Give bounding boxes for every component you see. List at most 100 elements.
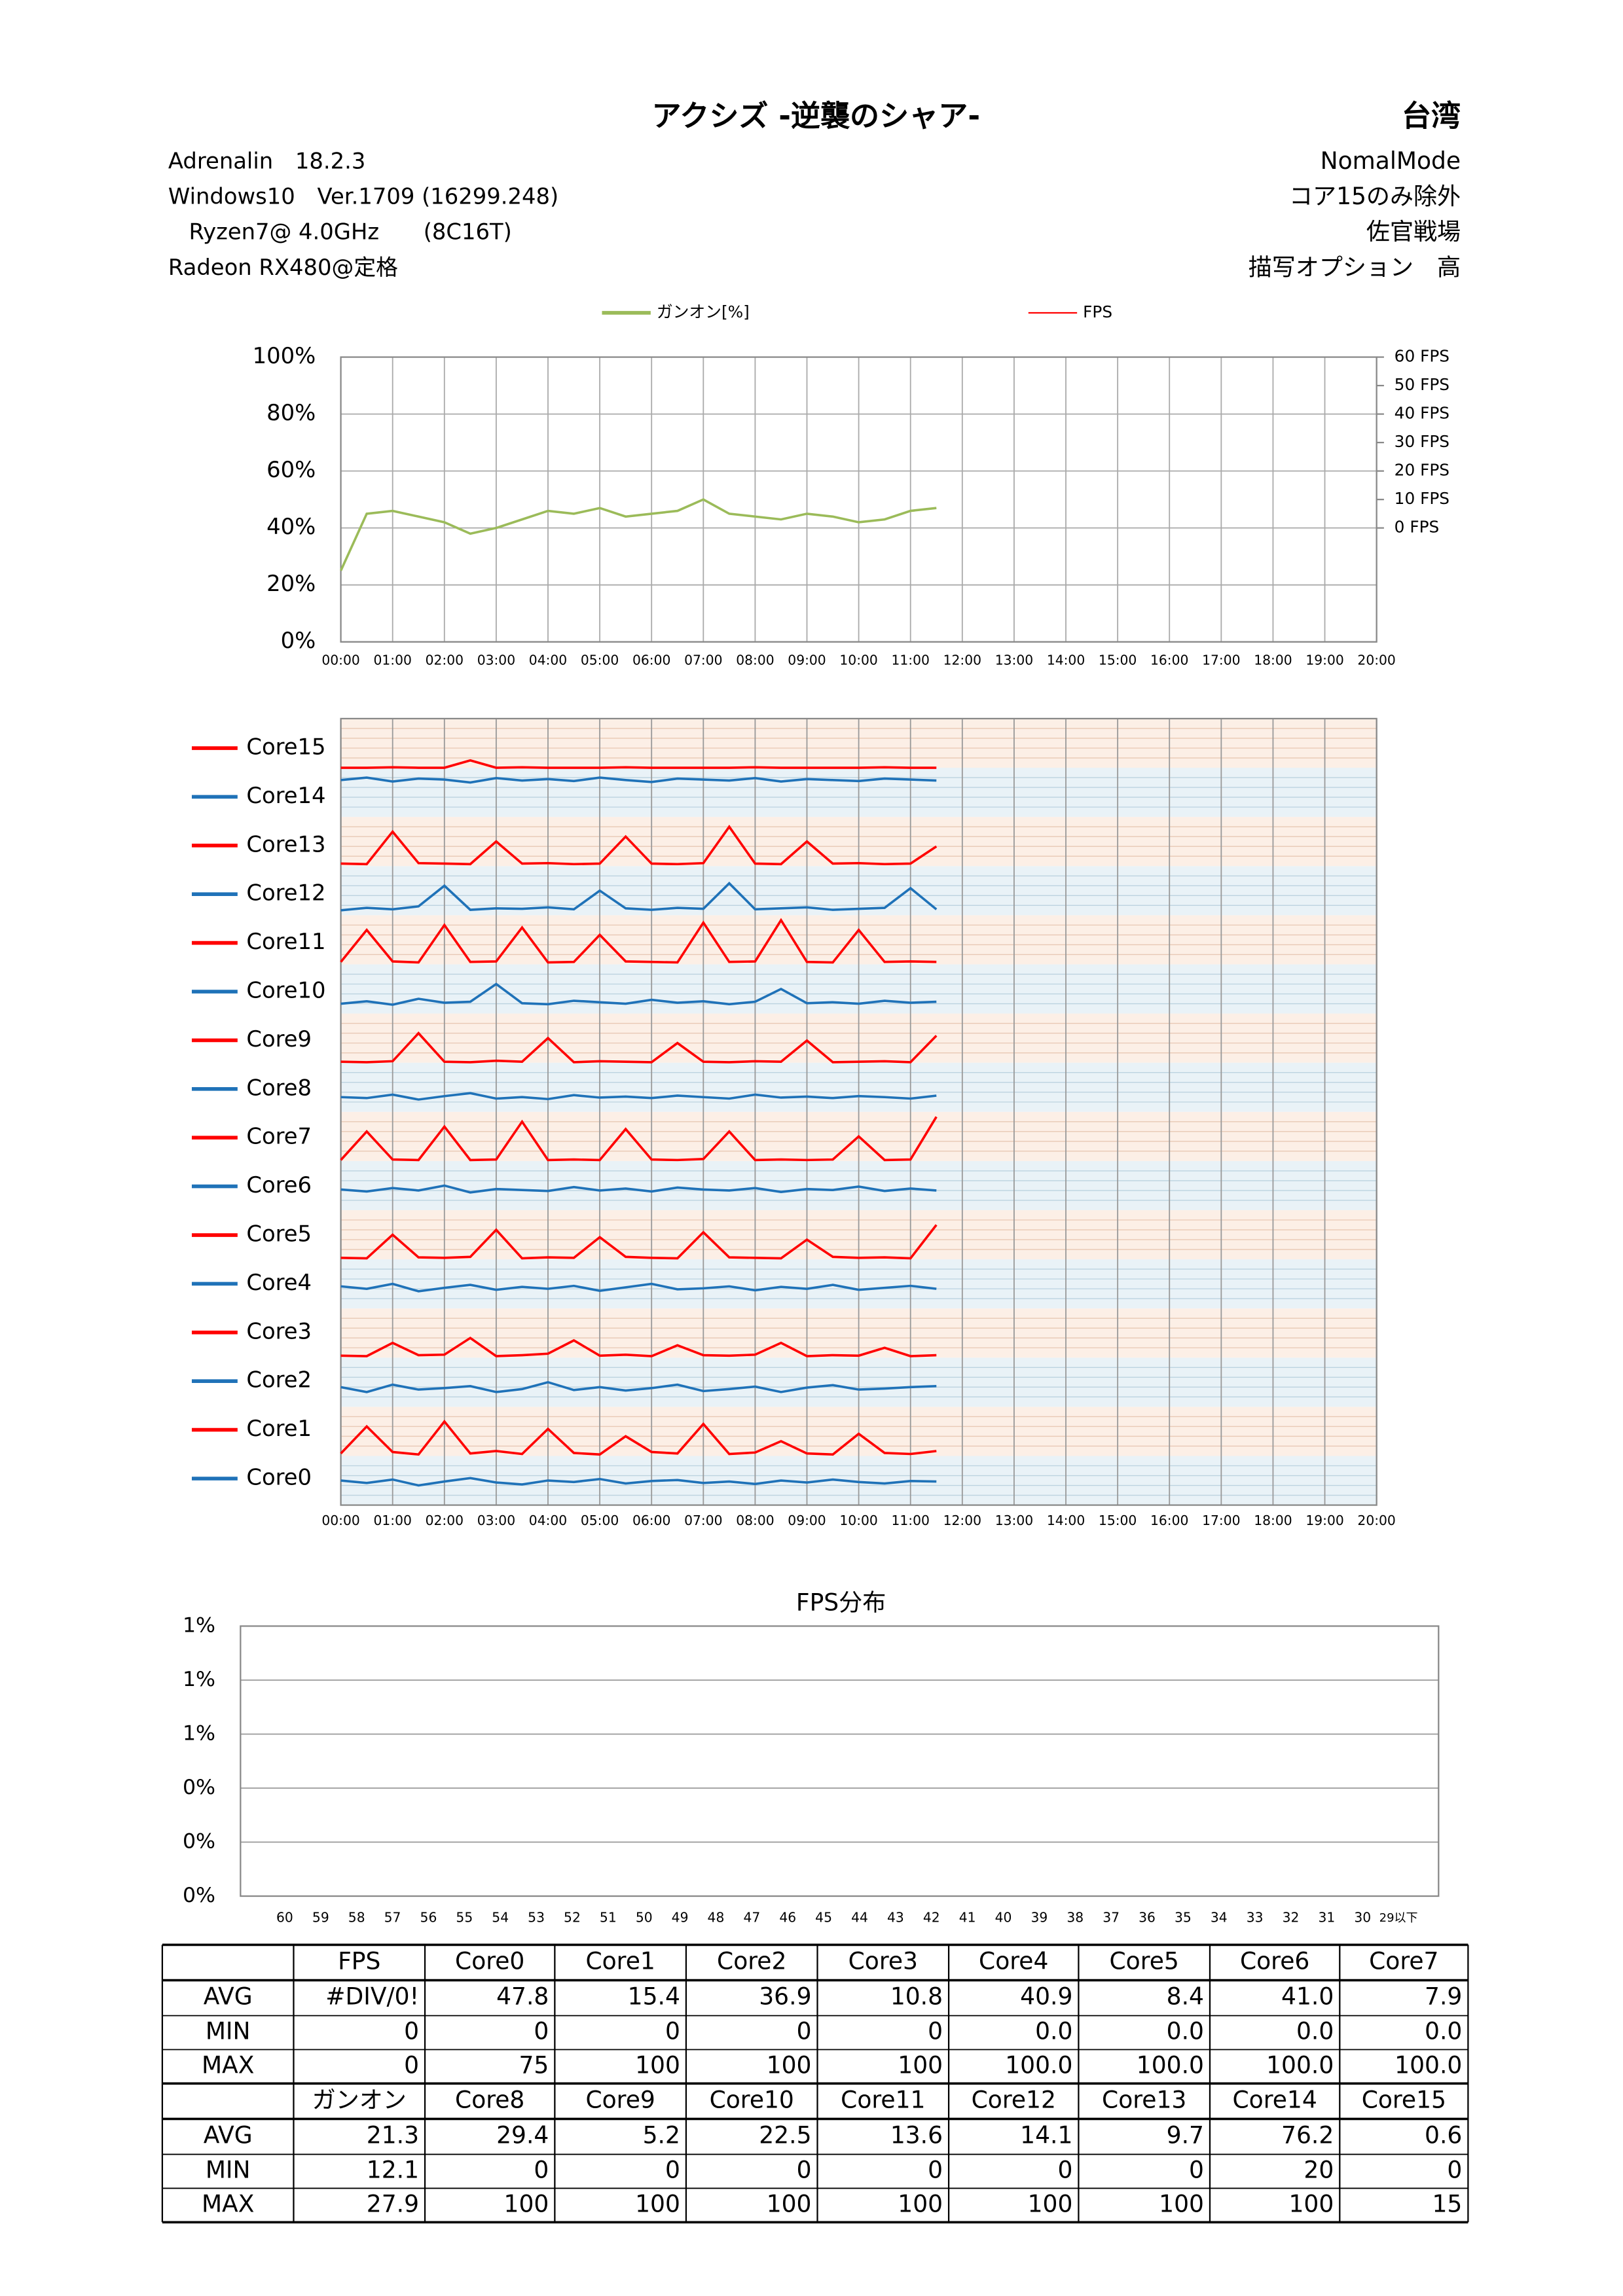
- series-line: [340, 1477, 937, 1487]
- table-cell: 29.4: [496, 2122, 549, 2149]
- column-header: Core6: [1240, 1947, 1309, 1975]
- table-cell: 40.9: [1020, 1983, 1072, 2011]
- x-tick-label: 49: [672, 1909, 689, 1925]
- series-line: [340, 1031, 938, 1064]
- table-cell: 100: [767, 2051, 812, 2079]
- column-header: Core7: [1369, 1947, 1438, 1975]
- series-line: [340, 1224, 938, 1260]
- table-cell: 27.9: [367, 2190, 419, 2217]
- table-cell: 5.2: [643, 2122, 680, 2149]
- x-tick-label: 03:00: [477, 653, 515, 668]
- row-label: MAX: [202, 2051, 254, 2079]
- column-header: Core10: [710, 2086, 794, 2113]
- x-tick-label: 02:00: [426, 1513, 464, 1528]
- x-tick-label: 59: [312, 1909, 329, 1925]
- table-cell: 15: [1432, 2190, 1462, 2217]
- table-cell: 100: [898, 2051, 943, 2079]
- x-tick-label: 00:00: [321, 653, 359, 668]
- series-line: [340, 881, 938, 912]
- series-line: [340, 825, 938, 866]
- legend-label: Core9: [246, 1026, 312, 1052]
- x-tick-label: 14:00: [1047, 1513, 1085, 1528]
- legend-label: Core10: [246, 978, 325, 1003]
- x-tick-label: 58: [348, 1909, 365, 1925]
- x-tick-label: 52: [564, 1909, 581, 1925]
- row-label: MAX: [202, 2190, 254, 2217]
- series-line: [339, 498, 937, 571]
- table-cell: 100: [767, 2190, 812, 2217]
- row-label: MIN: [206, 2018, 251, 2045]
- table-cell: 8.4: [1167, 1983, 1204, 2011]
- table-cell: 0: [797, 2156, 812, 2183]
- table-cell: 100.0: [1137, 2051, 1204, 2079]
- legend-label: Core13: [246, 831, 325, 857]
- x-tick-label: 40: [995, 1909, 1012, 1925]
- x-tick-label: 19:00: [1305, 653, 1343, 668]
- x-tick-label: 05:00: [581, 653, 619, 668]
- table-cell: 100: [1288, 2190, 1334, 2217]
- x-tick-label: 15:00: [1099, 1513, 1137, 1528]
- table-cell: 100: [504, 2190, 549, 2217]
- x-tick-label: 18:00: [1254, 1513, 1292, 1528]
- x-tick-label: 55: [456, 1909, 473, 1925]
- x-tick-label: 06:00: [632, 653, 670, 668]
- x-tick-label: 09:00: [788, 653, 826, 668]
- series-line: [340, 982, 937, 1006]
- legend-label: Core0: [246, 1465, 312, 1490]
- x-tick-label: 13:00: [995, 653, 1033, 668]
- y-tick-label: 60%: [266, 457, 316, 482]
- x-tick-label: 30: [1354, 1909, 1371, 1925]
- column-header: Core15: [1362, 2086, 1446, 2113]
- table-cell: 20: [1304, 2156, 1334, 2183]
- table-cell: 100: [1028, 2190, 1073, 2217]
- table-cell: 76.2: [1281, 2122, 1334, 2149]
- table-cell: 0: [534, 2018, 549, 2045]
- table-cell: 7.9: [1425, 1983, 1462, 2011]
- row-label: AVG: [204, 1983, 253, 2011]
- spec-line: Adrenalin 18.2.3: [168, 148, 366, 173]
- legend-label: Core2: [246, 1367, 312, 1393]
- table-cell: 0: [928, 2018, 943, 2045]
- table-cell: 47.8: [496, 1983, 549, 2011]
- x-tick-label: 53: [528, 1909, 545, 1925]
- x-tick-label: 10:00: [839, 1513, 877, 1528]
- series-line: [340, 1380, 937, 1393]
- x-tick-label: 29以下: [1379, 1911, 1418, 1925]
- x-tick-label: 20:00: [1357, 653, 1395, 668]
- table-cell: 75: [519, 2051, 549, 2079]
- x-tick-label: 45: [815, 1909, 832, 1925]
- x-tick-label: 51: [600, 1909, 617, 1925]
- legend-label: Core3: [246, 1318, 312, 1344]
- x-tick-label: 02:00: [426, 653, 464, 668]
- x-tick-label: 14:00: [1047, 653, 1085, 668]
- spec-line: Ryzen7@ 4.0GHz (8C16T): [189, 219, 511, 245]
- spec-line: Windows10 Ver.1709 (16299.248): [168, 184, 558, 209]
- y2-tick-label: 10 FPS: [1395, 489, 1450, 508]
- y-tick-label: 20%: [266, 571, 316, 596]
- x-tick-label: 17:00: [1202, 1513, 1240, 1528]
- table-cell: 0: [1189, 2156, 1204, 2183]
- legend-label: Core7: [246, 1124, 312, 1149]
- plot-frame: [340, 717, 1377, 1506]
- table-cell: 100: [898, 2190, 943, 2217]
- series-line: [340, 918, 937, 964]
- table-cell: 36.9: [759, 1983, 811, 2011]
- column-header: FPS: [338, 1947, 380, 1975]
- x-tick-label: 54: [492, 1909, 509, 1925]
- x-tick-label: 15:00: [1099, 653, 1137, 668]
- column-header: Core0: [455, 1947, 524, 1975]
- x-tick-label: 16:00: [1150, 1513, 1188, 1528]
- setting-line: 佐官戦場: [1366, 218, 1461, 245]
- y-tick-label: 80%: [266, 400, 316, 425]
- x-tick-label: 07:00: [684, 653, 722, 668]
- region: 台湾: [1402, 98, 1461, 133]
- x-tick-label: 44: [851, 1909, 868, 1925]
- column-header: Core3: [848, 1947, 918, 1975]
- x-tick-label: 09:00: [788, 1513, 826, 1528]
- x-tick-label: 36: [1139, 1909, 1156, 1925]
- x-tick-label: 34: [1211, 1909, 1228, 1925]
- column-header: ガンオン: [312, 2086, 407, 2113]
- table-cell: 15.4: [628, 1983, 680, 2011]
- x-tick-label: 60: [276, 1909, 293, 1925]
- column-header: Core12: [972, 2086, 1056, 2113]
